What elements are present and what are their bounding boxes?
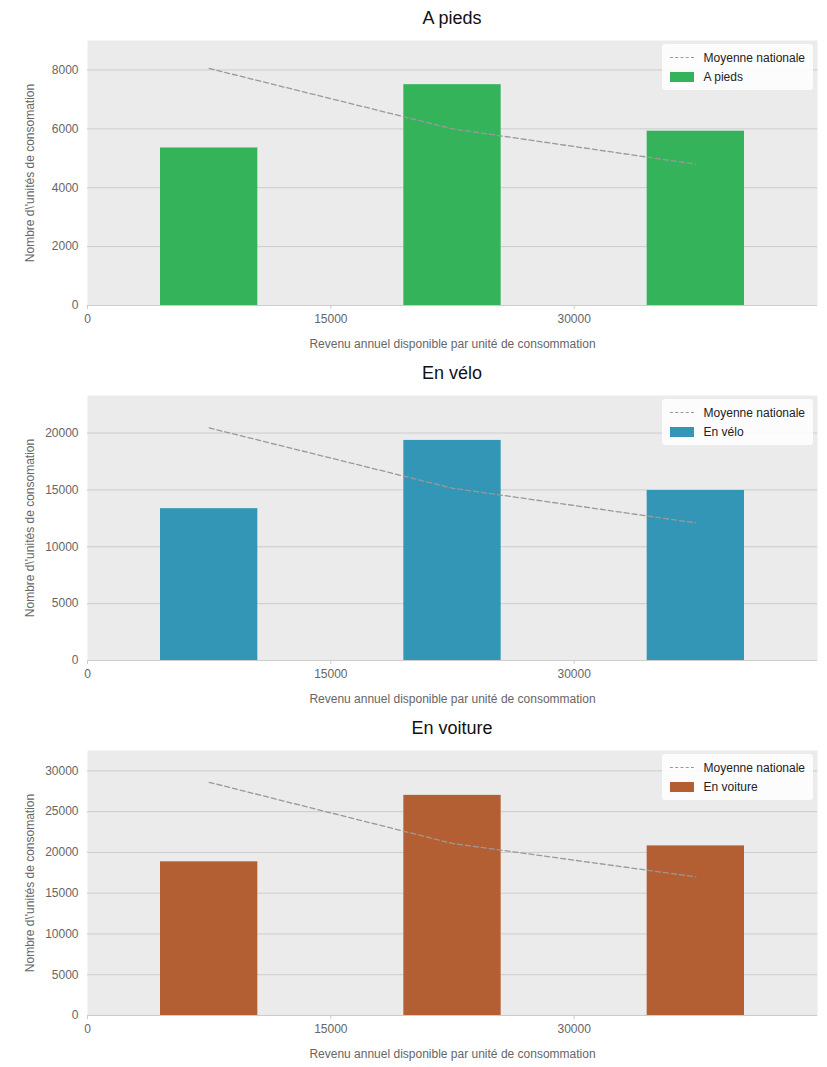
svg-text:30000: 30000 (557, 1022, 591, 1036)
html-text:A pieds: A pieds (422, 8, 482, 28)
svg-text:Revenu annuel disponible par u: Revenu annuel disponible par unité de co… (309, 1047, 595, 1061)
svg-text:0: 0 (84, 1022, 91, 1036)
svg-text:5000: 5000 (52, 968, 79, 982)
html-text:A pieds: A pieds (703, 69, 743, 84)
svg-text:20000: 20000 (45, 845, 79, 859)
svg-text:10000: 10000 (45, 927, 79, 941)
svg-text:0: 0 (72, 1008, 79, 1022)
html-text:Moyenne nationale: Moyenne nationale (703, 405, 805, 420)
svg-text:15000: 15000 (45, 483, 79, 497)
svg-text:Revenu annuel disponible par u: Revenu annuel disponible par unité de co… (309, 692, 595, 706)
html-text:Moyenne nationale: Moyenne nationale (703, 760, 805, 775)
svg-text:0: 0 (72, 653, 79, 667)
html-text:Moyenne nationale: Moyenne nationale (703, 50, 805, 65)
svg-text:25000: 25000 (45, 804, 79, 818)
svg-text:10000: 10000 (45, 540, 79, 554)
html-text:En vélo: En vélo (422, 363, 482, 383)
svg-text:15000: 15000 (45, 886, 79, 900)
svg-text:Nombre d\'unités de consomatio: Nombre d\'unités de consomation (23, 439, 37, 617)
svg-text:15000: 15000 (314, 667, 348, 681)
svg-text:0: 0 (84, 312, 91, 326)
svg-text:Nombre d\'unités de consomatio: Nombre d\'unités de consomation (23, 794, 37, 972)
svg-text:30000: 30000 (45, 764, 79, 778)
svg-text:2000: 2000 (52, 239, 79, 253)
svg-text:6000: 6000 (52, 122, 79, 136)
svg-text:15000: 15000 (314, 1022, 348, 1036)
html-text:En voiture: En voiture (411, 718, 493, 738)
svg-text:5000: 5000 (52, 596, 79, 610)
svg-text:15000: 15000 (314, 312, 348, 326)
svg-text:4000: 4000 (52, 181, 79, 195)
svg-text:8000: 8000 (52, 63, 79, 77)
svg-text:30000: 30000 (557, 667, 591, 681)
html-text:En voiture: En voiture (703, 779, 758, 794)
svg-text:Revenu annuel disponible par u: Revenu annuel disponible par unité de co… (309, 337, 595, 351)
svg-text:30000: 30000 (557, 312, 591, 326)
html-text:En vélo: En vélo (703, 424, 744, 439)
svg-text:0: 0 (84, 667, 91, 681)
svg-text:0: 0 (72, 298, 79, 312)
svg-text:20000: 20000 (45, 426, 79, 440)
svg-text:Nombre d\'unités de consomatio: Nombre d\'unités de consomation (23, 84, 37, 262)
